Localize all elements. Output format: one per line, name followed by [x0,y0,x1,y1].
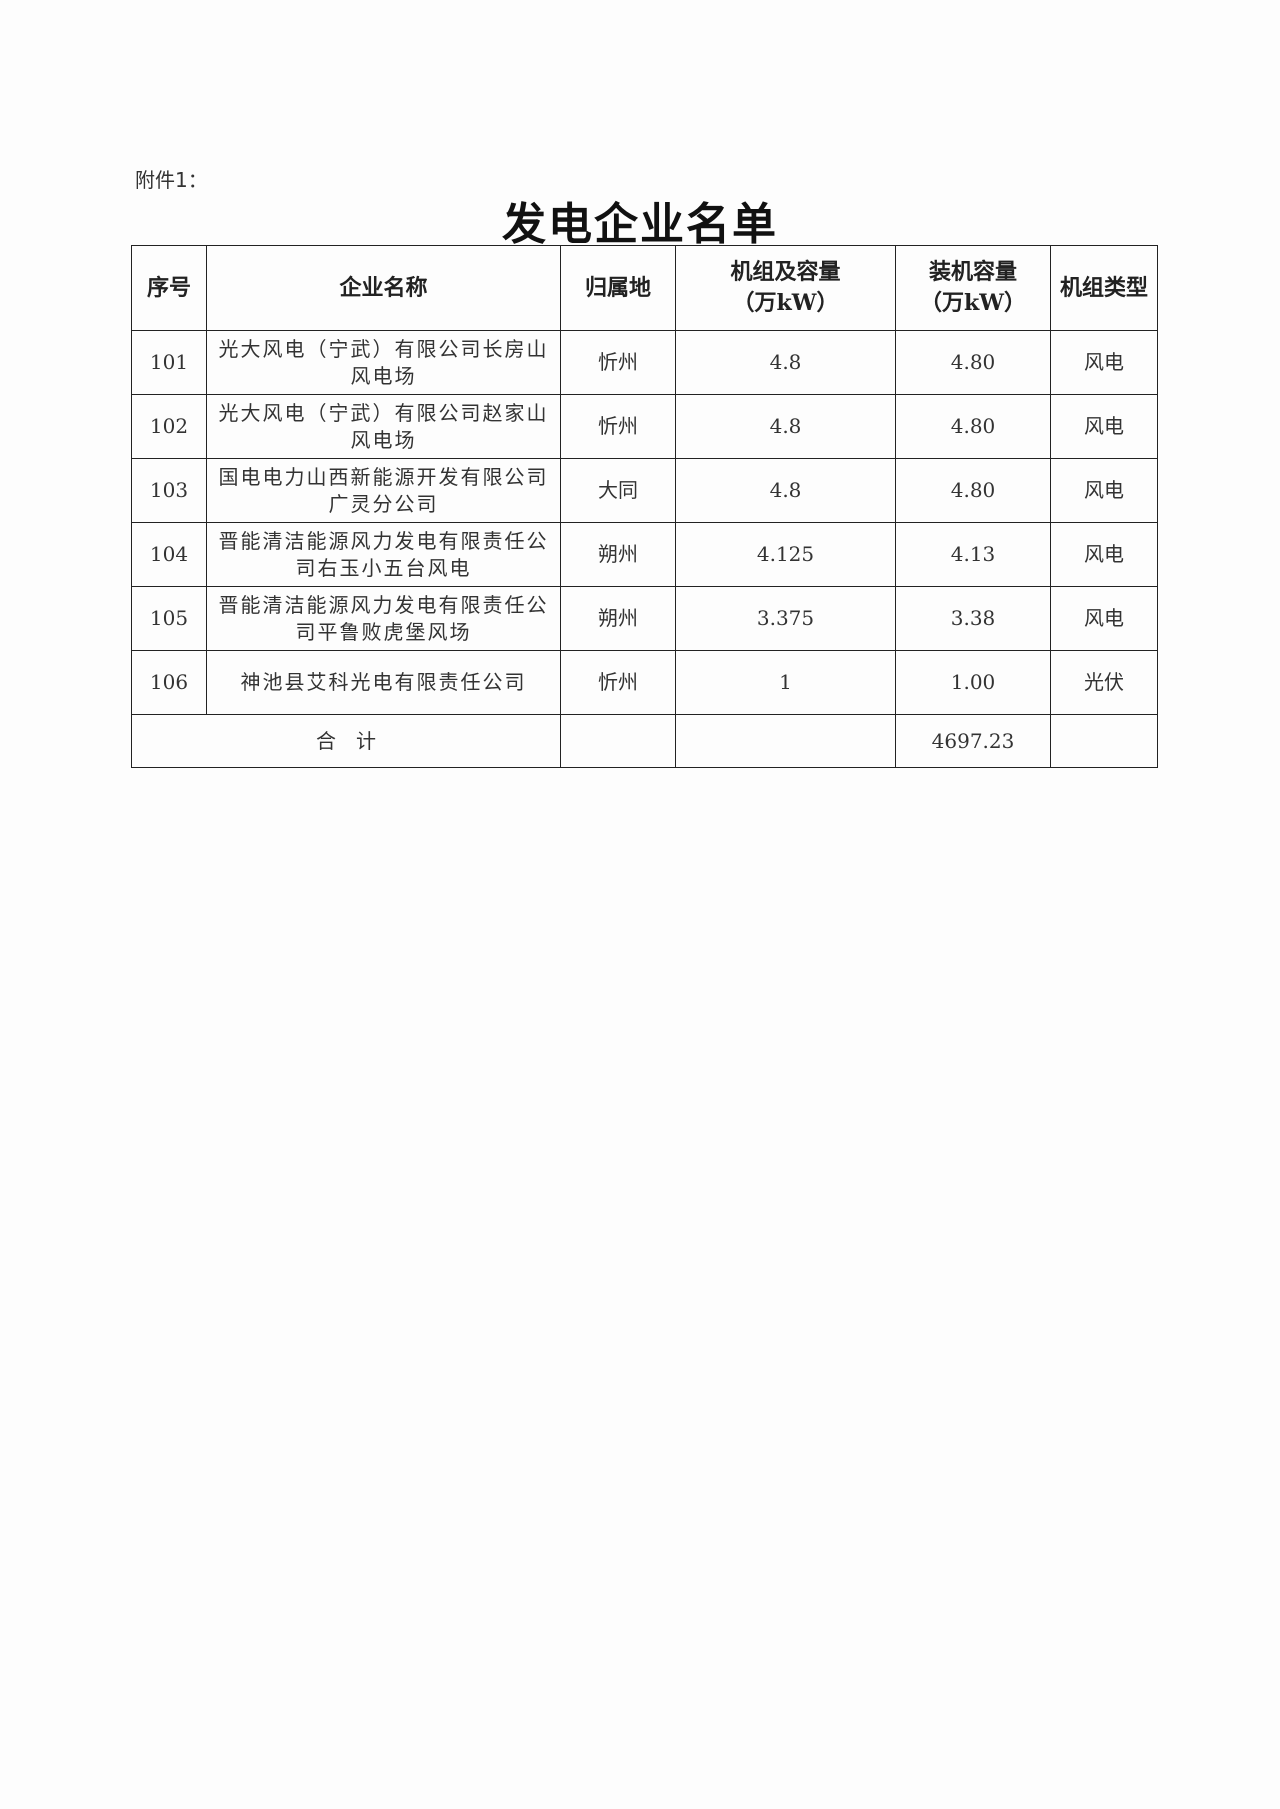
cell-name: 神池县艾科光电有限责任公司 [206,650,561,715]
page-title: 发电企业名单 [502,199,778,250]
cell-no: 102 [131,394,207,459]
header-no: 序号 [131,245,207,331]
cell-type: 风电 [1050,394,1158,459]
cell-no: 105 [131,586,207,651]
cell-location: 朔州 [560,586,676,651]
cell-installed-capacity: 1.00 [895,650,1051,715]
cell-installed-capacity: 4.80 [895,394,1051,459]
cell-name: 光大风电（宁武）有限公司赵家山风电场 [206,394,561,459]
cell-unit-capacity: 4.125 [675,522,896,587]
cell-type: 风电 [1050,330,1158,395]
total-type [1050,714,1158,768]
table-row: 101 光大风电（宁武）有限公司长房山风电场 忻州 4.8 4.80 风电 [131,330,1158,395]
total-location [560,714,676,768]
cell-unit-capacity: 3.375 [675,586,896,651]
cell-location: 忻州 [560,394,676,459]
table-row: 105 晋能清洁能源风力发电有限责任公司平鲁败虎堡风场 朔州 3.375 3.38 风电 [131,586,1158,651]
cell-type: 风电 [1050,522,1158,587]
header-type: 机组类型 [1050,245,1158,331]
cell-location: 忻州 [560,330,676,395]
cell-name: 晋能清洁能源风力发电有限责任公司右玉小五台风电 [206,522,561,587]
cell-type: 风电 [1050,586,1158,651]
cell-installed-capacity: 4.80 [895,330,1051,395]
table-row: 102 光大风电（宁武）有限公司赵家山风电场 忻州 4.8 4.80 风电 [131,394,1158,459]
cell-unit-capacity: 4.8 [675,458,896,523]
header-line: 装机容量 [928,259,1017,286]
header-installed-capacity: 装机容量 （万kW） [895,245,1051,331]
cell-location: 大同 [560,458,676,523]
cell-name: 晋能清洁能源风力发电有限责任公司平鲁败虎堡风场 [206,586,561,651]
header-unit: （万kW） [732,290,839,316]
cell-installed-capacity: 4.80 [895,458,1051,523]
cell-unit-capacity: 1 [675,650,896,715]
cell-no: 104 [131,522,207,587]
total-row: 合 计 4697.23 [131,714,1158,768]
header-line: 机组及容量 [730,259,841,286]
cell-type: 风电 [1050,458,1158,523]
cell-installed-capacity: 4.13 [895,522,1051,587]
enterprise-table: 序号 企业名称 归属地 机组及容量 （万kW） 装机容量 （万kW） 机组类型 10… [131,245,1158,768]
table-row: 103 国电电力山西新能源开发有限公司广灵分公司 大同 4.8 4.80 风电 [131,458,1158,523]
cell-location: 忻州 [560,650,676,715]
header-unit: （万kW） [920,290,1026,316]
cell-installed-capacity: 3.38 [895,586,1051,651]
cell-location: 朔州 [560,522,676,587]
header-location: 归属地 [560,245,676,331]
cell-no: 106 [131,650,207,715]
cell-name: 国电电力山西新能源开发有限公司广灵分公司 [206,458,561,523]
table-row: 104 晋能清洁能源风力发电有限责任公司右玉小五台风电 朔州 4.125 4.13 风电 [131,522,1158,587]
attachment-label: 附件1： [135,168,208,192]
cell-no: 103 [131,458,207,523]
table-row: 106 神池县艾科光电有限责任公司 忻州 1 1.00 光伏 [131,650,1158,715]
header-name: 企业名称 [206,245,561,331]
cell-name: 光大风电（宁武）有限公司长房山风电场 [206,330,561,395]
cell-unit-capacity: 4.8 [675,330,896,395]
header-unit-capacity: 机组及容量 （万kW） [675,245,896,331]
cell-no: 101 [131,330,207,395]
total-unit-capacity [675,714,896,768]
cell-unit-capacity: 4.8 [675,394,896,459]
table-header-row: 序号 企业名称 归属地 机组及容量 （万kW） 装机容量 （万kW） 机组类型 [131,245,1158,331]
total-label: 合 计 [131,714,561,768]
cell-type: 光伏 [1050,650,1158,715]
total-installed-capacity: 4697.23 [895,714,1051,768]
